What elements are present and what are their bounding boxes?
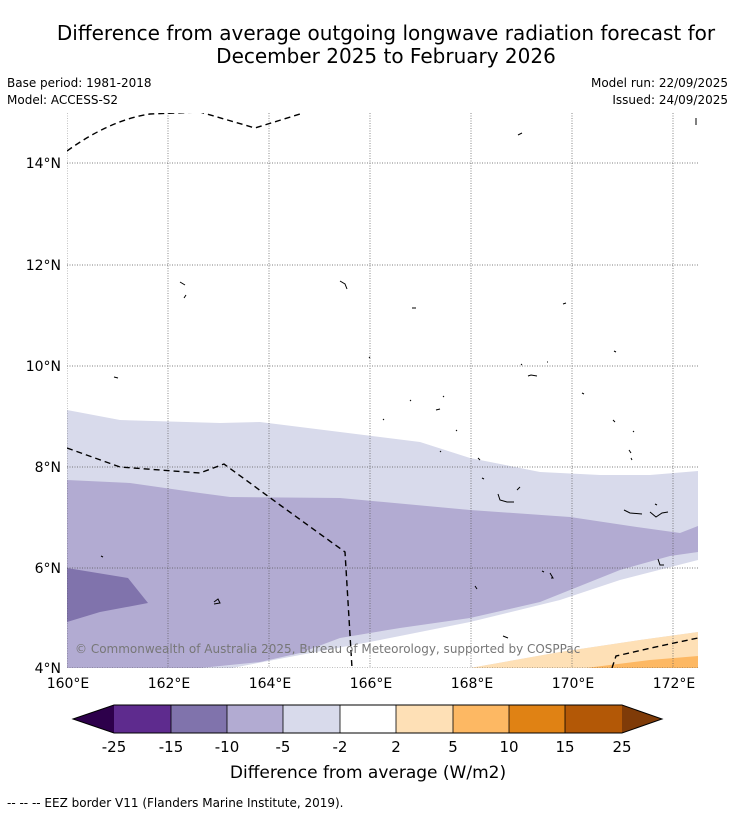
colorbar-tick: 25 [612,738,631,756]
olr-band-p2-p5 [470,632,698,668]
map-title: Difference from average outgoing longwav… [0,22,736,68]
colorbar-bin [283,705,340,733]
colorbar-bin [227,705,283,733]
lon-label: 160°E [47,676,90,692]
issued-date: Issued: 24/09/2025 [612,93,728,107]
lon-label: 168°E [451,676,494,692]
lat-label: 4°N [35,661,61,677]
olr-band-p5-p10 [586,656,698,668]
colorbar-bin [114,705,171,733]
colorbar-bin [509,705,565,733]
colorbar-tick: -5 [276,738,291,756]
lon-label: 172°E [653,676,696,692]
islands [100,118,697,639]
anomaly-field: © Commonwealth of Australia 2025, Bureau… [67,113,698,668]
title-line-2: December 2025 to February 2026 [216,44,556,68]
model-name: Model: ACCESS-S2 [7,93,119,107]
lon-label: 166°E [350,676,393,692]
colorbar-bin [396,705,453,733]
colorbar-tick: -25 [102,738,127,756]
lon-label: 164°E [249,676,292,692]
olr-band-n2-p2 [232,560,698,668]
colorbar-bin [340,705,396,733]
base-period: Base period: 1981-2018 [7,76,152,90]
colorbar-below-min [73,705,114,733]
olr-band-n15-n10 [67,568,148,622]
lat-label: 8°N [35,460,61,476]
gridlines [67,113,698,668]
colorbar-bin [565,705,622,733]
meta-right: Model run: 22/09/2025 Issued: 24/09/2025 [591,75,728,109]
lon-label: 162°E [148,676,191,692]
lat-label: 10°N [26,359,61,375]
colorbar-tick: 15 [555,738,574,756]
latitude-labels: 14°N 12°N 10°N 8°N 6°N 4°N [26,156,61,677]
longitude-labels: 160°E 162°E 164°E 166°E 168°E 170°E 172°… [47,676,696,692]
colorbar-label: Difference from average (W/m2) [230,763,506,783]
colorbar-tick: -10 [215,738,240,756]
model-run: Model run: 22/09/2025 [590,76,728,90]
colorbar-tick: 5 [448,738,458,756]
lon-label: 170°E [552,676,595,692]
colorbar-outline [71,704,664,734]
lat-label: 6°N [35,561,61,577]
eez-legend-note: -- -- -- EEZ border V11 (Flanders Marine… [7,796,344,810]
copyright-notice: © Commonwealth of Australia 2025, Bureau… [75,642,580,656]
eez-borders [67,113,698,668]
colorbar-tick: 2 [391,738,401,756]
title-line-1: Difference from average outgoing longwav… [56,21,716,45]
colorbar-bin [453,705,509,733]
colorbar-tick: -2 [333,738,348,756]
meta-left: Base period: 1981-2018 Model: ACCESS-S2 [7,75,152,109]
colorbar-tick: -15 [159,738,184,756]
lat-label: 14°N [26,156,61,172]
colorbar-tick: 10 [499,738,518,756]
colorbar-bin [171,705,227,733]
lat-label: 12°N [26,258,61,274]
olr-band-n10-n5 [67,480,698,668]
colorbar-above-max [622,705,662,733]
colorbar: -25 -15 -10 -5 -2 2 5 10 15 25 Differenc… [71,704,664,783]
